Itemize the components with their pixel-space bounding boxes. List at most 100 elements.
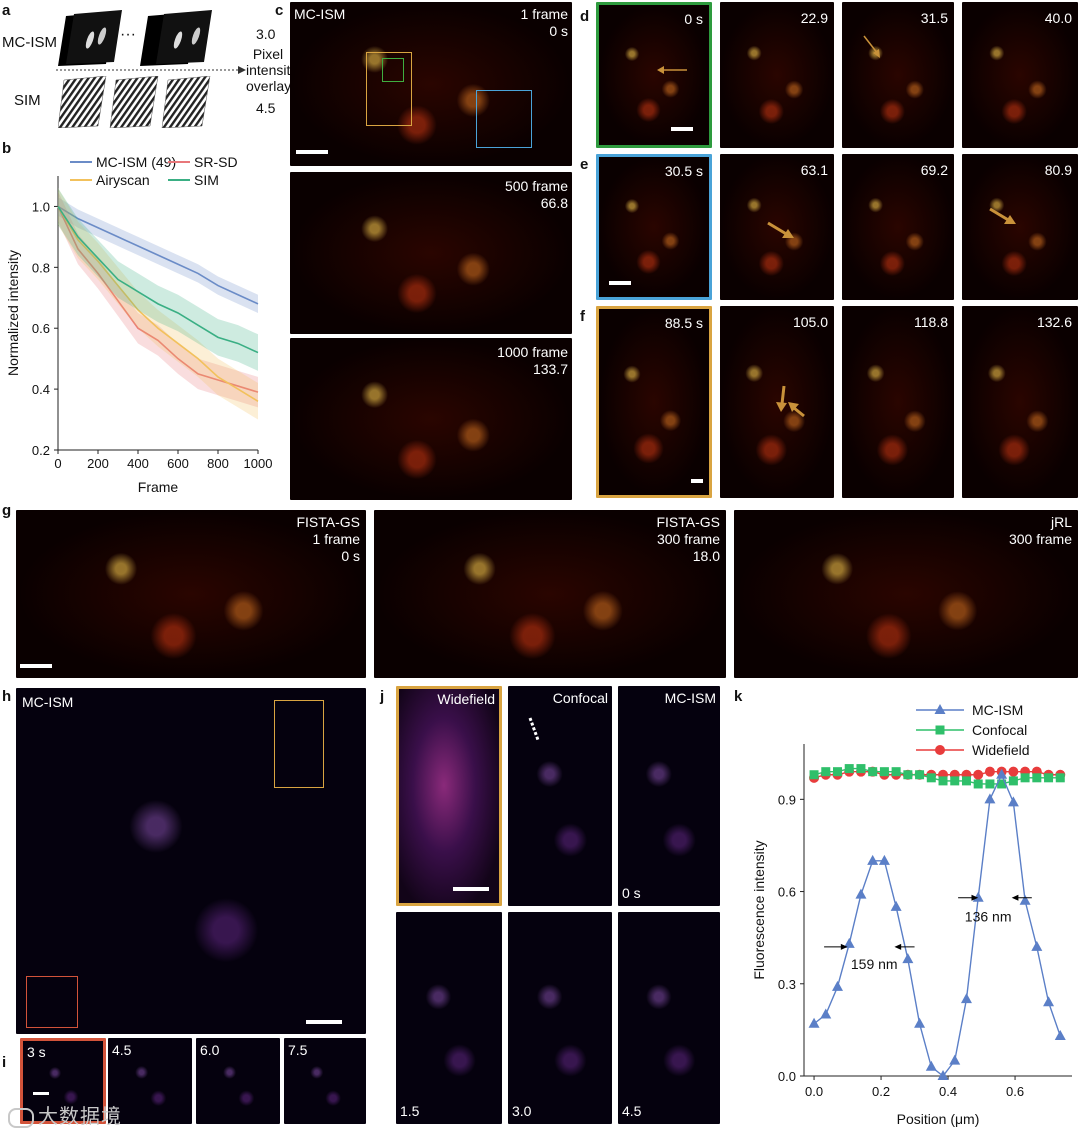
- mc-ism-pattern-stack-right: [140, 10, 220, 66]
- arrow-icon: [776, 385, 805, 418]
- arrow-icon: [863, 35, 880, 58]
- d-tile-1: 0 s: [596, 2, 712, 148]
- y-tick-label: 1.0: [32, 199, 50, 214]
- series-line: [57, 206, 259, 402]
- row-label-sim: SIM: [14, 92, 41, 109]
- data-point: [890, 900, 902, 911]
- data-point: [856, 764, 866, 774]
- data-point: [1008, 776, 1018, 786]
- panel-i-label: i: [2, 1054, 7, 1071]
- d-time-2: 22.9: [800, 10, 828, 26]
- x-tick-label: 800: [207, 456, 229, 471]
- f-tile-2: 105.0: [720, 306, 834, 498]
- panel-h-label: h: [2, 688, 12, 705]
- watermark-logo-icon: [8, 1107, 34, 1128]
- g-tile-2: FISTA-GS 300 frame 18.0: [374, 510, 726, 678]
- scale-bar: [453, 887, 489, 891]
- x-tick-label: 200: [87, 456, 109, 471]
- y-tick-label: 0.8: [32, 260, 50, 275]
- j-time-2: 3.0: [512, 1103, 532, 1119]
- data-point: [1043, 996, 1055, 1007]
- data-point: [950, 776, 960, 786]
- data-point: [972, 891, 984, 902]
- legend-label: SR-SD: [194, 154, 238, 170]
- x-tick-label: 0: [54, 456, 61, 471]
- data-point: [1032, 773, 1042, 783]
- i-time-1: 3 s: [27, 1044, 46, 1060]
- e-tile-4: 80.9: [962, 154, 1078, 300]
- panel-g-label: g: [2, 502, 12, 519]
- fwhm-arrowhead: [971, 894, 979, 901]
- data-point: [996, 768, 1008, 779]
- data-point: [935, 745, 945, 755]
- data-point: [1019, 894, 1031, 905]
- j-label-widefield: Widefield: [437, 691, 495, 707]
- g-tile-2-label: FISTA-GS 300 frame 18.0: [656, 514, 720, 564]
- series-line: [813, 770, 1061, 779]
- series-line: [57, 206, 259, 354]
- j-frame-3: 4.5: [618, 912, 720, 1124]
- g-tile-3-label: jRL 300 frame: [1008, 514, 1072, 547]
- data-point: [903, 770, 913, 780]
- f-time-3: 118.8: [914, 314, 948, 330]
- data-point: [1054, 1030, 1066, 1041]
- arrow-icon: [989, 207, 1016, 224]
- i-tile-4: 7.5: [284, 1038, 366, 1124]
- data-point: [855, 888, 867, 899]
- d-tile-3: 31.5: [842, 2, 954, 148]
- arrow-icon: [767, 221, 794, 238]
- row-label-mc-ism: MC-ISM: [2, 34, 57, 51]
- sim-stripe-patterns: [57, 75, 218, 129]
- legend-label: Widefield: [972, 742, 1030, 758]
- data-point: [973, 769, 984, 780]
- arrow-icon: [657, 66, 687, 74]
- y-tick-label: 0.6: [32, 321, 50, 336]
- i-time-4: 7.5: [288, 1042, 308, 1058]
- data-point: [1008, 766, 1019, 777]
- scale-bar: [609, 281, 631, 285]
- data-point: [808, 1017, 820, 1028]
- j-frame-1: 1.5: [396, 912, 502, 1124]
- e-tile-3: 69.2: [842, 154, 954, 300]
- c-frame1000-label: 1000 frame 133.7: [497, 344, 568, 377]
- series-line: [57, 206, 259, 393]
- i-time-3: 6.0: [200, 1042, 220, 1058]
- data-point: [868, 767, 878, 777]
- scale-bar: [33, 1092, 49, 1095]
- data-point: [833, 767, 842, 777]
- data-point: [938, 776, 948, 786]
- j-frame-2: 3.0: [508, 912, 612, 1124]
- series-line: [813, 767, 1061, 785]
- j-confocal: Confocal: [508, 686, 612, 906]
- data-point: [1055, 773, 1065, 783]
- scale-bar: [671, 127, 693, 131]
- e-time-1: 30.5 s: [664, 163, 703, 179]
- f-tile-4: 132.6: [962, 306, 1078, 498]
- data-point: [934, 704, 946, 714]
- line-profile-marker: [528, 717, 540, 741]
- legend-label: Confocal: [972, 722, 1027, 738]
- i-tile-2: 4.5: [108, 1038, 192, 1124]
- x-axis-label: Frame: [138, 479, 179, 495]
- chart-k: 0.0 0.3 0.6 0.9 0.0 0.2 0.4 0.6 Position (μm) Flu…: [751, 702, 1072, 1127]
- data-point: [926, 773, 936, 783]
- y-tick-label: 0.4: [32, 382, 50, 397]
- series-band: [58, 188, 258, 371]
- e-tile-2: 63.1: [720, 154, 834, 300]
- overlay-arrow: [56, 62, 246, 74]
- fwhm-label-left: 159 nm: [851, 956, 898, 972]
- legend-label: SIM: [194, 172, 219, 188]
- panel-c-label: c: [275, 2, 284, 19]
- scale-bar: [691, 479, 703, 483]
- y-axis-label: Normalized intensity: [5, 250, 21, 376]
- x-tick-label: 0.6: [1006, 1084, 1024, 1099]
- scale-bar: [296, 150, 328, 154]
- j-mc-ism: MC-ISM 0 s: [618, 686, 720, 906]
- data-point: [961, 776, 971, 786]
- x-tick-label: 400: [127, 456, 149, 471]
- overlay-text: Pixel intensity overlay: [246, 46, 298, 94]
- j-time-1: 1.5: [400, 1103, 420, 1119]
- data-point: [925, 1060, 937, 1071]
- data-point: [1007, 796, 1019, 807]
- data-point: [1031, 940, 1043, 951]
